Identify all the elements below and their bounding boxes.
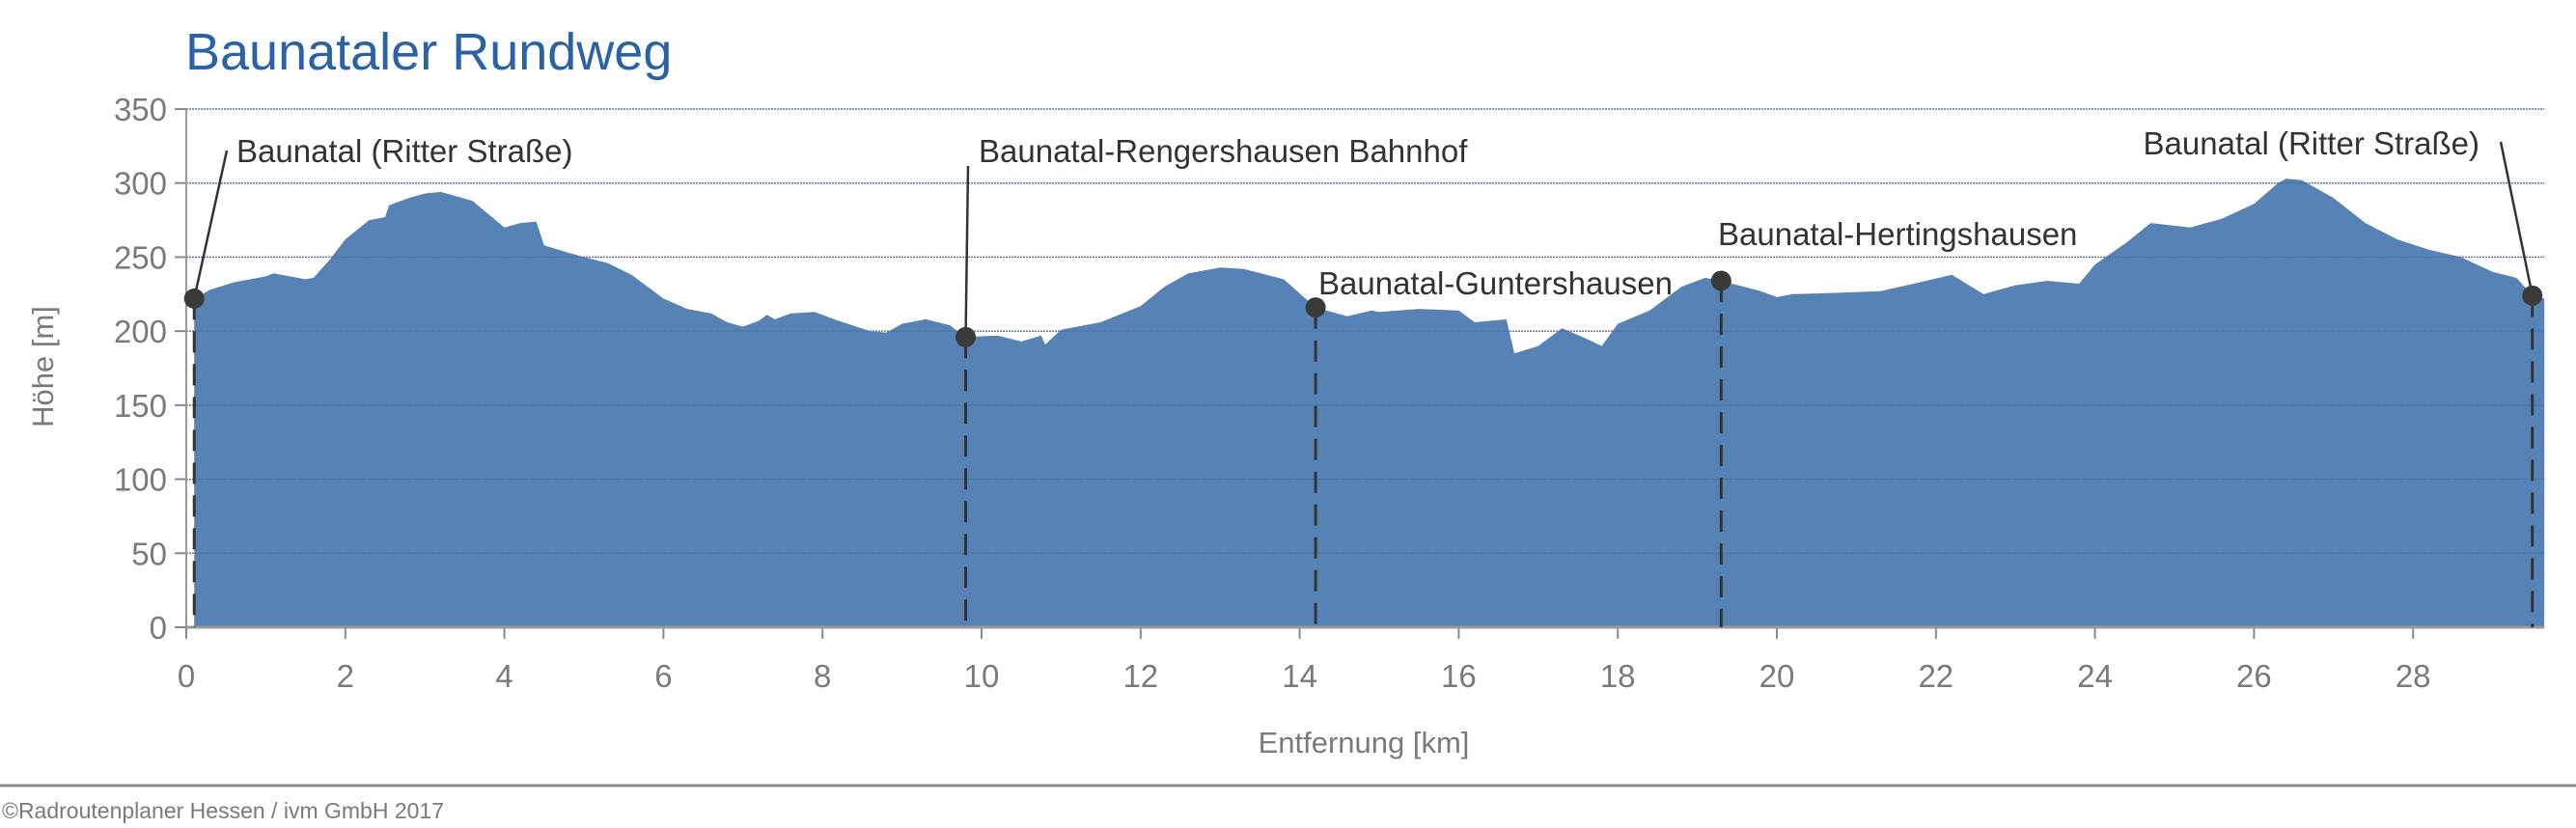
x-tick-label: 20 — [1759, 658, 1795, 694]
y-tick-label: 0 — [150, 610, 167, 646]
y-tick-label: 350 — [114, 92, 167, 127]
x-tick-label: 8 — [814, 658, 831, 694]
waypoint-label: Baunatal-Rengershausen Bahnhof — [979, 133, 1468, 169]
y-tick-label: 300 — [114, 166, 167, 202]
x-tick-label: 0 — [178, 658, 195, 694]
y-tick-label: 100 — [114, 462, 167, 498]
waypoint-dot — [1710, 270, 1731, 291]
waypoint-leader-line — [193, 150, 229, 299]
elevation-area — [194, 179, 2545, 627]
x-axis-title: Entfernung [km] — [1259, 726, 1470, 759]
waypoint-label: Baunatal (Ritter Straße) — [236, 133, 572, 169]
x-tick-label: 24 — [2077, 658, 2113, 694]
y-tick-label: 250 — [114, 239, 167, 275]
x-tick-label: 22 — [1918, 658, 1953, 694]
waypoint-marker: Baunatal-Rengershausen Bahnhof — [956, 133, 1468, 627]
x-tick-label: 6 — [654, 658, 672, 694]
x-tick-label: 18 — [1600, 658, 1636, 694]
x-tick-label: 16 — [1441, 658, 1477, 694]
y-tick-label: 150 — [114, 388, 167, 424]
waypoint-leader-line — [964, 165, 970, 338]
waypoint-marker: Baunatal (Ritter Straße) — [2144, 125, 2543, 627]
x-tick-label: 10 — [964, 658, 1000, 694]
waypoint-label: Baunatal (Ritter Straße) — [2144, 125, 2479, 161]
x-tick-label: 12 — [1122, 658, 1158, 694]
waypoint-dot — [956, 326, 977, 347]
waypoint-dot — [183, 288, 205, 309]
waypoint-dot — [2522, 285, 2543, 306]
waypoint-leader-line — [2499, 141, 2534, 296]
x-tick-label: 26 — [2236, 658, 2272, 694]
waypoint-label: Baunatal-Guntershausen — [1318, 265, 1673, 301]
waypoints: Baunatal (Ritter Straße) Baunatal-Rengers… — [183, 125, 2543, 627]
waypoint-marker: Baunatal-Hertingshausen — [1710, 216, 2077, 627]
y-tick-label: 50 — [131, 536, 167, 571]
gridlines-over-area — [186, 108, 2545, 554]
chart-title: Baunataler Rundweg — [185, 23, 672, 81]
x-tick-label: 28 — [2396, 658, 2431, 694]
x-tick-label: 2 — [337, 658, 354, 694]
waypoint-dot — [1305, 297, 1326, 318]
waypoint-label: Baunatal-Hertingshausen — [1718, 216, 2077, 252]
waypoint-marker: Baunatal (Ritter Straße) — [183, 133, 572, 627]
y-axis-title: Höhe [m] — [26, 306, 60, 428]
x-tick-label: 4 — [495, 658, 512, 694]
x-tick-label: 14 — [1282, 658, 1317, 694]
copyright-text: ©Radroutenplaner Hessen / ivm GmbH 2017 — [2, 798, 444, 823]
waypoint-marker: Baunatal-Guntershausen — [1305, 265, 1673, 627]
y-tick-label: 200 — [114, 314, 167, 349]
